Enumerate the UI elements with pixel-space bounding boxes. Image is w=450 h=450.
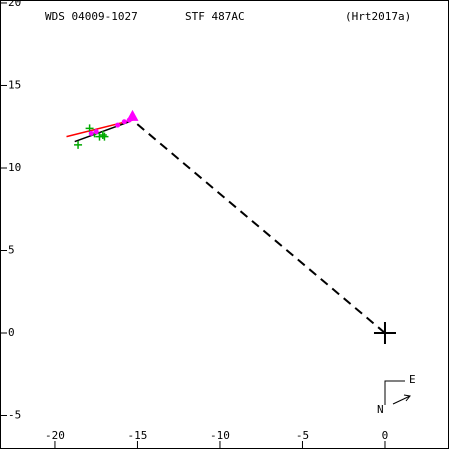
orbit-line xyxy=(74,121,130,143)
header-name: STF 487AC xyxy=(185,10,245,23)
point xyxy=(93,129,99,135)
point xyxy=(88,130,94,136)
point xyxy=(115,122,121,128)
x-tick-label: -15 xyxy=(128,429,148,442)
point xyxy=(85,124,94,133)
point xyxy=(74,140,83,149)
point xyxy=(373,322,396,345)
compass-north: N xyxy=(377,403,384,416)
x-tick-label: -20 xyxy=(45,429,65,442)
compass-east: E xyxy=(409,373,416,386)
orbit-line xyxy=(131,119,386,334)
y-tick-label: 10 xyxy=(8,161,21,174)
y-tick-label: 5 xyxy=(8,243,15,256)
point xyxy=(98,130,107,139)
header-id: WDS 04009-1027 xyxy=(45,10,138,23)
point xyxy=(100,132,109,141)
y-tick-label: 20 xyxy=(8,0,21,9)
orbit-line xyxy=(66,119,133,138)
compass: E N xyxy=(377,373,416,416)
y-tick-label: -5 xyxy=(8,409,21,422)
x-tick-label: 0 xyxy=(382,429,389,442)
point xyxy=(121,119,127,125)
point xyxy=(126,109,139,121)
y-tick-label: 15 xyxy=(8,78,21,91)
header-ref: (Hrt2017a) xyxy=(345,10,411,23)
x-tick-label: -10 xyxy=(210,429,230,442)
y-tick-label: 0 xyxy=(8,326,15,339)
x-tick-label: -5 xyxy=(296,429,309,442)
